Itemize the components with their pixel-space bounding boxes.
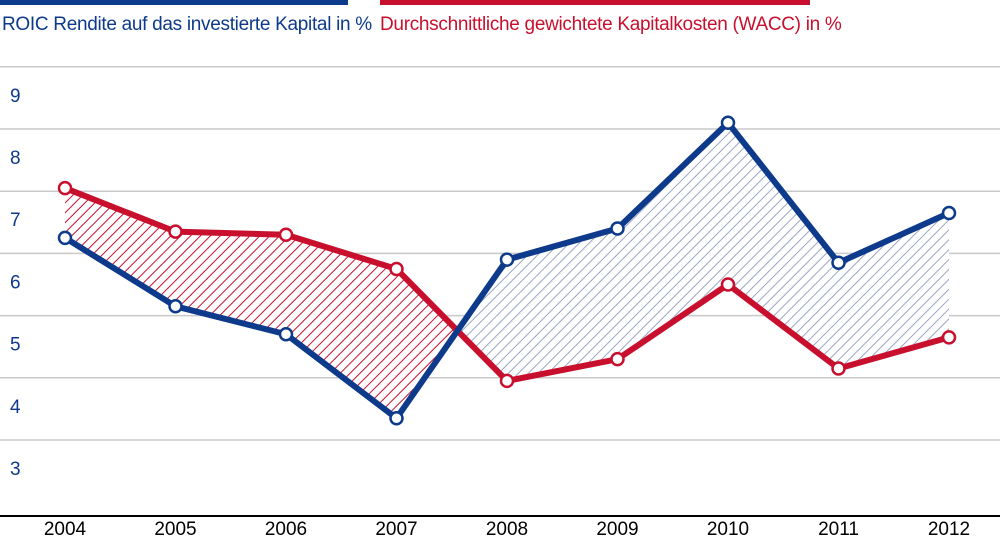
legend-line-roic xyxy=(0,0,348,5)
point-roic-2011 xyxy=(831,255,846,270)
point-roic-2012 xyxy=(941,205,957,221)
x-axis-ticks: 2004 2005 2006 2007 2008 2009 2010 2011 2012 xyxy=(44,519,970,538)
y-tick-label-7: 7 xyxy=(10,210,21,231)
point-wacc-2008 xyxy=(499,373,515,389)
x-tick-label-2008: 2008 xyxy=(486,519,528,538)
point-roic-2006 xyxy=(278,327,294,342)
x-tick-label-2004: 2004 xyxy=(44,519,87,538)
y-tick-label-5: 5 xyxy=(10,335,21,356)
point-wacc-2005 xyxy=(168,224,183,239)
point-roic-2007 xyxy=(389,410,404,426)
x-tick-label-2011: 2011 xyxy=(818,519,859,538)
x-tick-label-2005: 2005 xyxy=(154,519,196,538)
point-roic-2010 xyxy=(720,115,736,131)
legend-label-wacc: Durchschnittliche gewichtete Kapitalkost… xyxy=(380,14,842,35)
point-wacc-2012 xyxy=(941,330,957,345)
x-tick-label-2007: 2007 xyxy=(375,519,417,538)
legend-label-roic: ROIC Rendite auf das investierte Kapital… xyxy=(2,14,372,35)
point-wacc-2010 xyxy=(720,277,736,292)
y-tick-label-9: 9 xyxy=(10,86,21,107)
point-wacc-2009 xyxy=(610,351,625,367)
legend: ROIC Rendite auf das investierte Kapital… xyxy=(0,0,1000,60)
y-tick-label-8: 8 xyxy=(10,148,21,169)
y-tick-label-4: 4 xyxy=(10,397,21,418)
area-fills xyxy=(65,122,949,419)
x-tick-label-2006: 2006 xyxy=(265,519,307,538)
point-roic-2008 xyxy=(499,252,515,267)
wacc-surplus-area-0 xyxy=(65,188,458,419)
y-tick-label-6: 6 xyxy=(10,272,21,293)
point-roic-2004 xyxy=(57,230,73,246)
legend-line-wacc xyxy=(380,0,810,5)
point-wacc-2011 xyxy=(831,361,846,376)
roic-surplus-area-1 xyxy=(457,122,949,381)
point-wacc-2006 xyxy=(278,227,294,242)
point-roic-2005 xyxy=(168,299,183,314)
x-tick-label-2010: 2010 xyxy=(707,519,749,538)
x-tick-label-2009: 2009 xyxy=(596,519,638,538)
point-roic-2009 xyxy=(610,221,625,236)
point-wacc-2004 xyxy=(57,180,73,196)
point-wacc-2007 xyxy=(389,261,404,277)
data-points xyxy=(57,115,957,426)
y-tick-label-3: 3 xyxy=(10,459,21,480)
x-tick-label-2012: 2012 xyxy=(928,519,970,538)
y-axis-ticks: 3 4 5 6 7 8 9 xyxy=(10,86,21,480)
